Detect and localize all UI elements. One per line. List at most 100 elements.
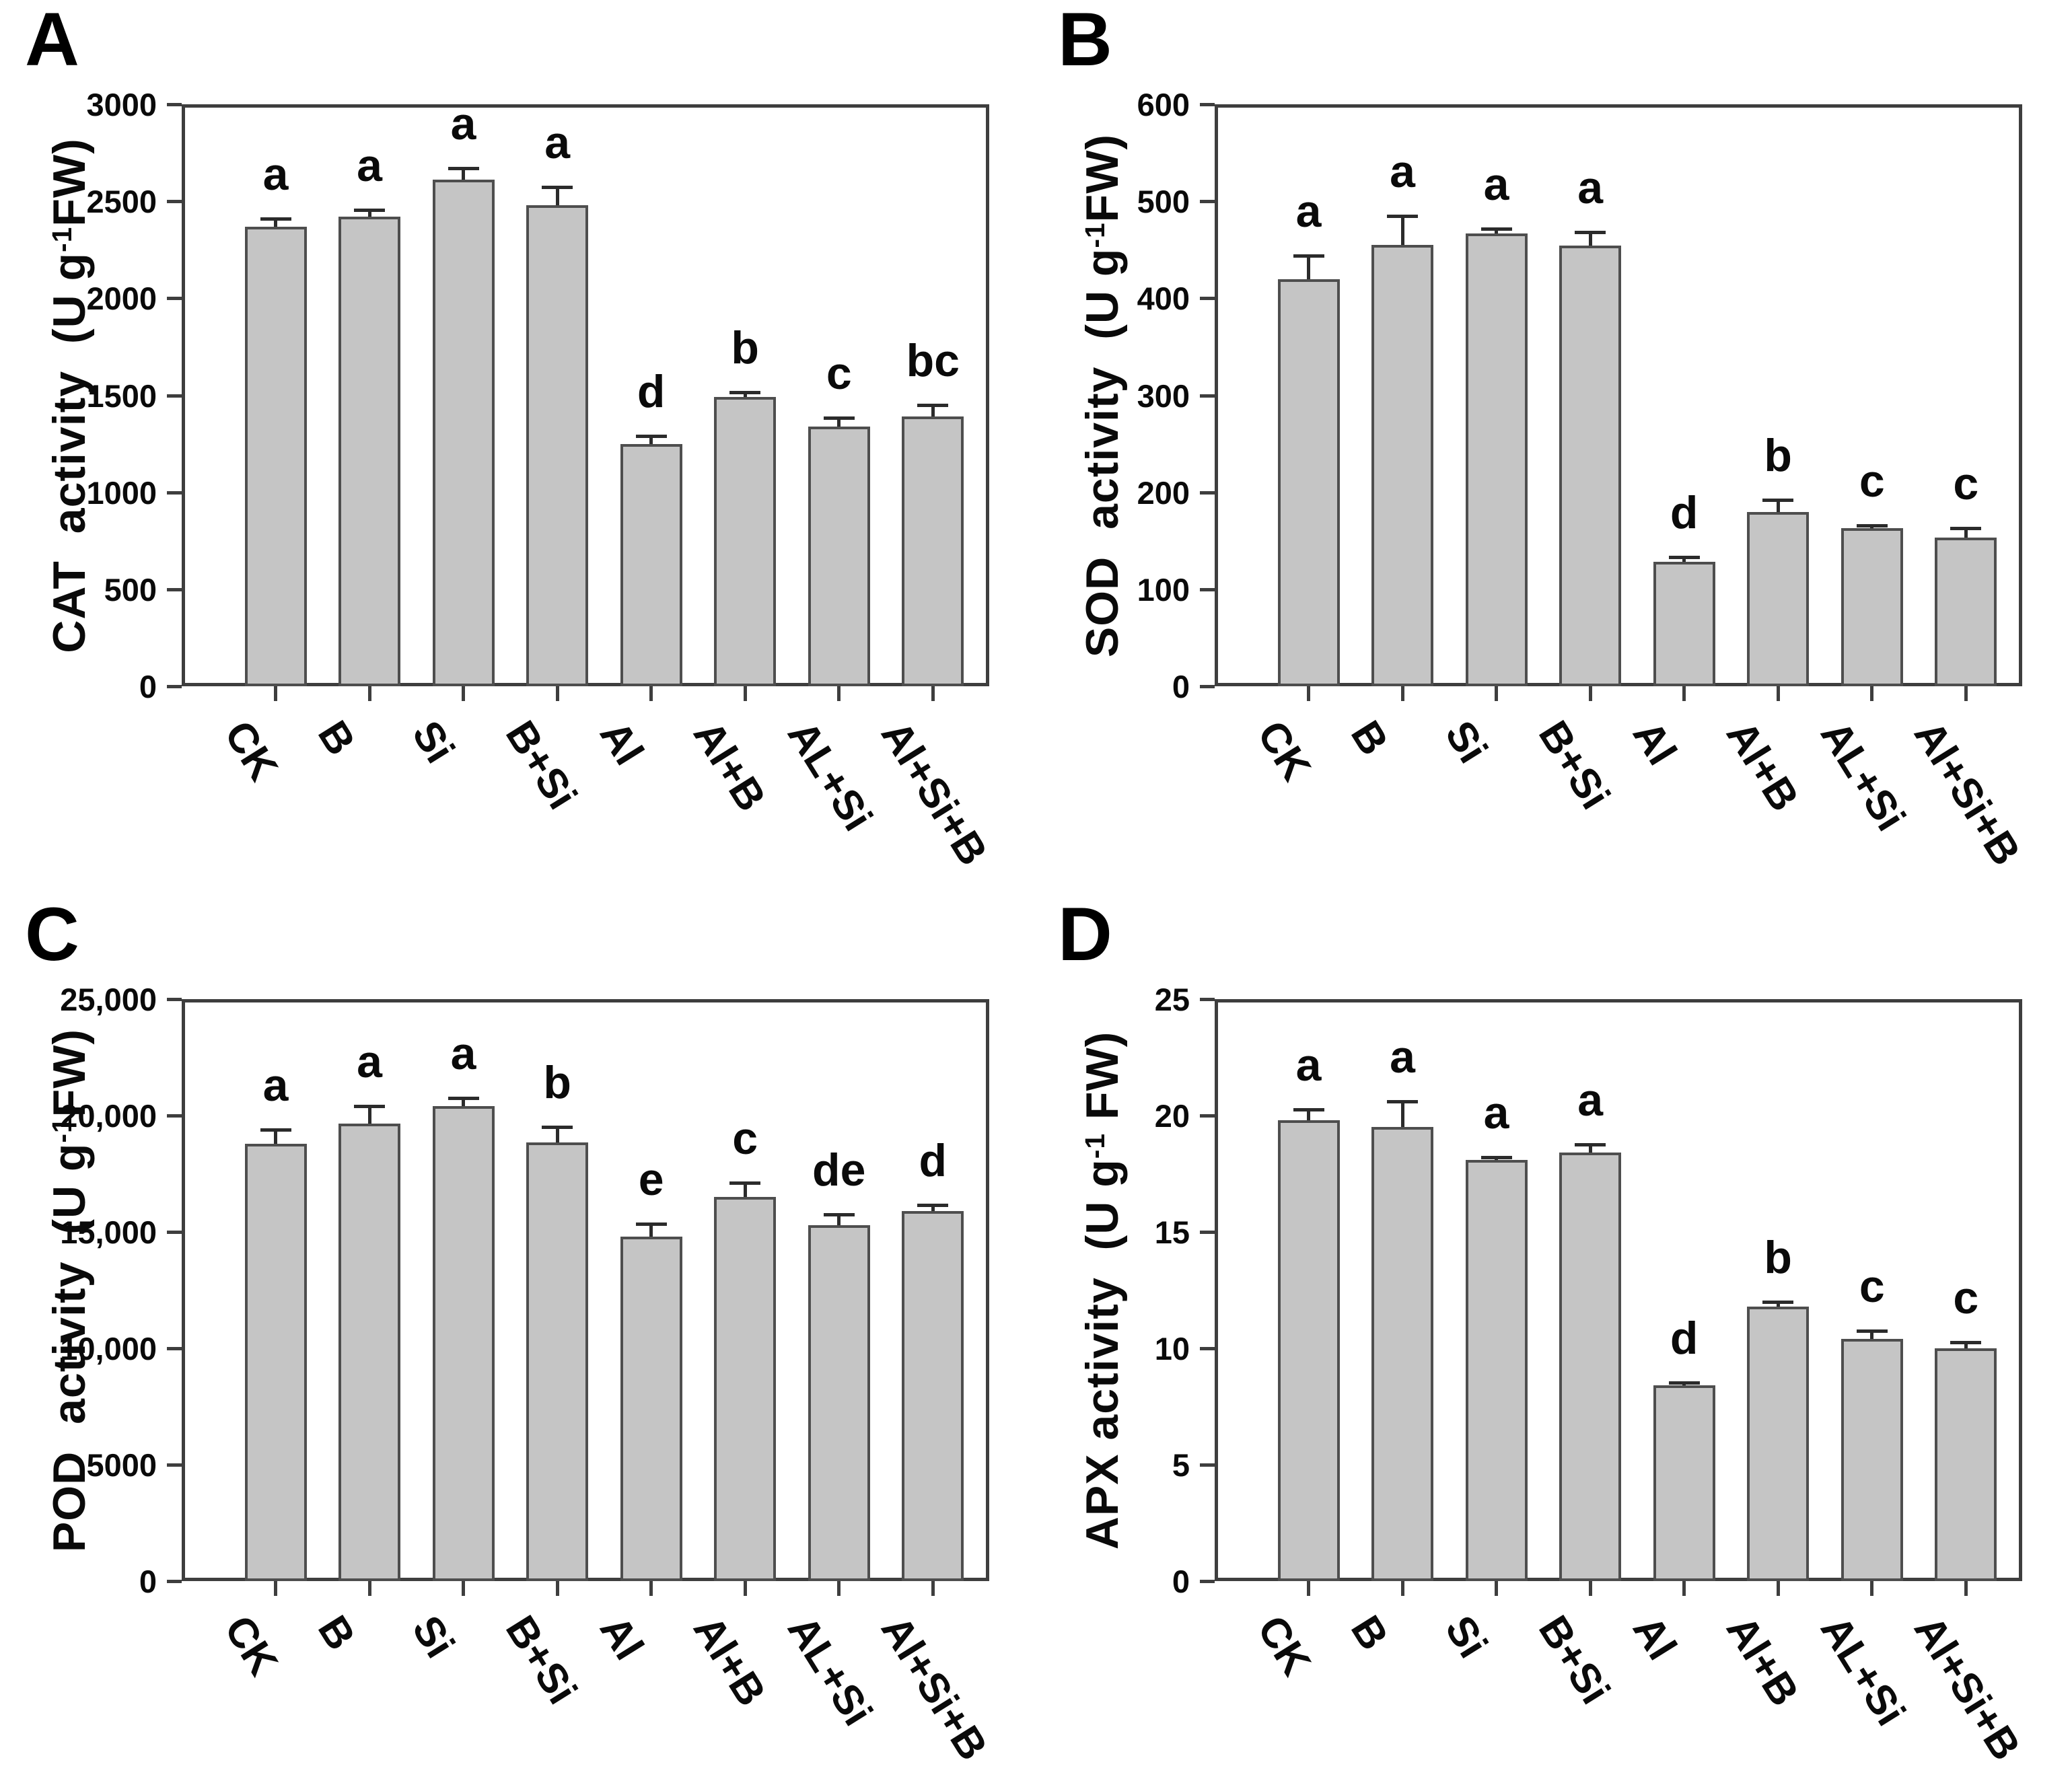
error-bar-cap — [1387, 1100, 1419, 1104]
error-bar-cap — [729, 391, 761, 395]
x-category-label: Al+B — [684, 1607, 775, 1714]
x-category-label: Al+Si+B — [872, 1607, 997, 1769]
y-tick-label: 5 — [1172, 1447, 1190, 1483]
y-tick-label: 100 — [1137, 571, 1190, 608]
x-category-label: Al — [1623, 1607, 1685, 1669]
x-tick — [1400, 686, 1404, 701]
error-bar-stem — [274, 219, 278, 231]
y-tick — [1200, 685, 1215, 688]
bar — [1747, 1306, 1810, 1581]
bar — [1465, 233, 1528, 686]
error-bar-cap — [917, 1204, 949, 1208]
x-tick — [837, 1581, 841, 1596]
y-tick — [167, 587, 182, 591]
x-tick — [555, 686, 559, 701]
x-tick — [1870, 686, 1874, 701]
bar — [1277, 1120, 1340, 1581]
error-bar-stem — [837, 1214, 841, 1229]
error-bar-stem — [1964, 1342, 1968, 1352]
error-bar-cap — [1293, 254, 1324, 258]
x-tick — [1588, 1581, 1592, 1596]
x-category-label: CK — [215, 713, 287, 789]
y-tick — [1200, 587, 1215, 591]
significance-letter: a — [1295, 185, 1322, 237]
y-tick-label: 2500 — [86, 184, 157, 220]
bar — [902, 416, 964, 686]
error-bar-stem — [1495, 228, 1499, 238]
error-bar-stem — [274, 1129, 278, 1148]
error-bar-cap — [823, 1213, 855, 1217]
x-category-label: Al+Si+B — [1905, 713, 2030, 874]
error-bar-cap — [1480, 1156, 1512, 1160]
error-bar-cap — [1762, 499, 1794, 503]
y-tick — [1200, 297, 1215, 301]
x-tick — [274, 1581, 278, 1596]
significance-letter: a — [357, 140, 382, 192]
y-tick-label: 300 — [1137, 377, 1190, 414]
error-bar-cap — [1856, 1329, 1888, 1334]
error-bar-stem — [555, 186, 559, 209]
x-tick — [1964, 686, 1968, 701]
bar — [526, 205, 589, 686]
y-tick-label: 15 — [1154, 1214, 1190, 1250]
y-tick-label: 0 — [139, 1564, 157, 1599]
significance-letter: c — [826, 347, 852, 399]
y-tick-label: 0 — [139, 669, 157, 704]
bar — [1747, 511, 1810, 686]
x-tick — [1870, 1581, 1874, 1596]
error-bar-cap — [1480, 227, 1512, 231]
x-tick — [649, 686, 653, 701]
x-category-label: B — [308, 1607, 365, 1658]
error-bar-cap — [448, 167, 479, 171]
x-category-label: CK — [215, 1607, 287, 1684]
significance-letter: de — [812, 1144, 866, 1196]
error-bar-stem — [462, 168, 466, 184]
y-tick-label: 3000 — [86, 87, 157, 122]
error-bar-cap — [448, 1097, 479, 1101]
y-tick — [167, 1347, 182, 1350]
x-tick — [837, 686, 841, 701]
x-category-label: B+Si — [1530, 1607, 1619, 1712]
y-tick — [1200, 103, 1215, 106]
error-bar-cap — [1575, 1143, 1606, 1147]
x-tick — [743, 1581, 747, 1596]
significance-letter: a — [1483, 158, 1509, 210]
bar — [1371, 245, 1434, 686]
error-bar-cap — [729, 1181, 761, 1185]
error-bar-cap — [260, 217, 291, 221]
bar — [432, 1106, 495, 1581]
x-category-label: Al+Si+B — [872, 713, 997, 874]
significance-letter: a — [1390, 1031, 1415, 1083]
x-tick — [1588, 686, 1592, 701]
x-category-label: AL+Si — [778, 1607, 882, 1734]
error-bar-stem — [1964, 528, 1968, 542]
error-bar-stem — [555, 1127, 559, 1146]
error-bar-stem — [931, 404, 935, 421]
bar — [1371, 1127, 1434, 1581]
significance-letter: a — [262, 1059, 289, 1111]
y-tick-label: 0 — [1172, 669, 1190, 704]
bar — [338, 217, 401, 686]
x-tick — [367, 686, 371, 701]
bar — [1935, 538, 1997, 686]
bar — [1841, 528, 1903, 686]
y-tick — [167, 1114, 182, 1118]
significance-letter: a — [1483, 1087, 1509, 1139]
significance-letter: bc — [906, 334, 960, 386]
bar — [1277, 279, 1340, 686]
panel-letter: B — [1058, 0, 1112, 81]
error-bar-cap — [1387, 214, 1419, 218]
panel-a-cat-activity: A CAT activity (U g-1FW) 0 500 1000 1500 2000 2… — [17, 0, 1030, 891]
error-bar-stem — [649, 1223, 653, 1241]
significance-letter: a — [1295, 1039, 1322, 1091]
error-bar-cap — [1668, 1381, 1700, 1385]
error-bar-stem — [1400, 215, 1404, 250]
x-category-label: Si — [402, 713, 464, 772]
error-bar-stem — [649, 436, 653, 448]
x-tick — [1964, 1581, 1968, 1596]
error-bar-stem — [367, 1106, 371, 1128]
x-category-label: Al — [590, 713, 652, 774]
y-tick — [1200, 490, 1215, 495]
error-bar-cap — [1950, 1341, 1982, 1345]
